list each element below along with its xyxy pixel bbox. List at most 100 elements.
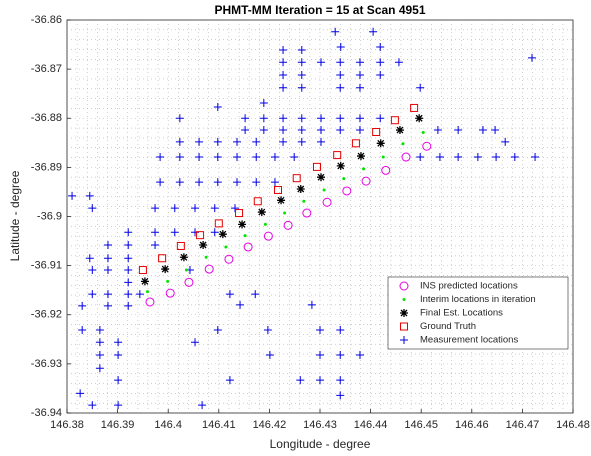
asterisk-marker — [218, 230, 227, 239]
plus — [124, 266, 133, 275]
plus — [454, 126, 463, 135]
plus-marker — [259, 99, 268, 108]
asterisk-marker — [277, 196, 286, 205]
square-marker — [312, 162, 321, 171]
x-tick-label: 146.41 — [202, 419, 236, 431]
circle — [283, 220, 293, 230]
plus-marker — [435, 153, 444, 162]
plus-marker — [336, 83, 345, 92]
y-tick-label: -36.94 — [31, 407, 62, 419]
plus-marker — [251, 290, 260, 299]
square — [351, 139, 360, 148]
plus — [510, 153, 519, 162]
plus-marker — [114, 351, 123, 360]
plus-marker — [270, 178, 279, 187]
plus — [355, 126, 364, 135]
plus-marker — [114, 401, 123, 410]
plus-marker — [355, 83, 364, 92]
plus-marker — [336, 376, 345, 385]
plus — [297, 83, 306, 92]
square — [390, 116, 399, 125]
asterisk-marker — [395, 126, 404, 135]
plus — [336, 43, 345, 52]
x-tick-label: 146.38 — [50, 419, 84, 431]
plus — [213, 137, 222, 146]
plus — [103, 240, 112, 249]
plus — [259, 99, 268, 108]
plus — [297, 45, 306, 54]
plus-marker — [78, 325, 87, 334]
dot — [283, 211, 287, 215]
plus — [124, 278, 133, 287]
circle — [302, 208, 312, 218]
square-marker — [214, 219, 223, 228]
square — [138, 266, 147, 275]
plus — [95, 338, 104, 347]
plus — [151, 228, 160, 237]
plus-marker — [376, 43, 385, 52]
plus — [95, 325, 104, 334]
plus-marker — [400, 336, 408, 344]
x-tick-label: 146.4 — [154, 419, 182, 431]
plus-marker — [124, 254, 133, 263]
plus-marker — [279, 45, 288, 54]
plus-marker — [198, 401, 207, 410]
plus — [210, 228, 219, 237]
plus-marker — [265, 351, 274, 360]
x-tick-label: 146.43 — [303, 419, 337, 431]
plus-marker — [135, 290, 144, 299]
plus-marker — [252, 153, 261, 162]
plus-marker — [491, 126, 500, 135]
plus — [433, 126, 442, 135]
square — [274, 185, 283, 194]
circle — [401, 152, 411, 162]
dot — [204, 255, 208, 259]
plus-marker — [433, 126, 442, 135]
square-marker — [333, 151, 342, 160]
plus-marker — [156, 178, 165, 187]
plus — [76, 389, 85, 398]
dot-marker — [401, 142, 405, 146]
plus-marker — [316, 325, 324, 334]
y-tick-label: -36.9 — [37, 210, 62, 222]
square-marker — [372, 128, 381, 137]
dot-marker — [362, 167, 366, 171]
plus-marker — [297, 45, 306, 54]
plus — [336, 83, 345, 92]
dot-marker — [243, 234, 247, 238]
y-tick-label: -36.86 — [31, 14, 62, 26]
plus-marker — [528, 53, 537, 62]
grid: 146.38 146.39 146.4 146.41 146.42 146.43 146.4… — [31, 14, 590, 431]
plus-marker — [355, 126, 364, 135]
plus-marker — [336, 391, 345, 400]
plus-marker — [175, 137, 184, 146]
dot-marker — [204, 255, 208, 259]
plus — [279, 126, 288, 135]
asterisk — [395, 126, 404, 135]
plus-marker — [103, 301, 112, 310]
plus-marker — [103, 290, 112, 299]
plus — [336, 114, 345, 123]
plus-marker — [279, 83, 288, 92]
plus — [230, 204, 239, 213]
x-tick-label: 146.44 — [354, 419, 388, 431]
plus — [297, 71, 306, 80]
y-tick-label: -36.93 — [31, 358, 62, 370]
dot — [263, 222, 267, 226]
asterisk-marker — [415, 114, 424, 123]
plus-marker — [210, 228, 219, 237]
plus-marker — [416, 153, 425, 162]
plus-marker — [492, 153, 501, 162]
plus — [151, 240, 160, 249]
plus-marker — [233, 137, 242, 146]
square — [292, 174, 301, 183]
plus — [151, 204, 160, 213]
circle-marker — [283, 220, 293, 230]
asterisk — [161, 265, 170, 274]
dot — [184, 268, 188, 272]
plus-marker — [95, 351, 104, 360]
plus — [114, 351, 123, 360]
square-marker — [274, 185, 283, 194]
plus-marker — [225, 290, 234, 299]
